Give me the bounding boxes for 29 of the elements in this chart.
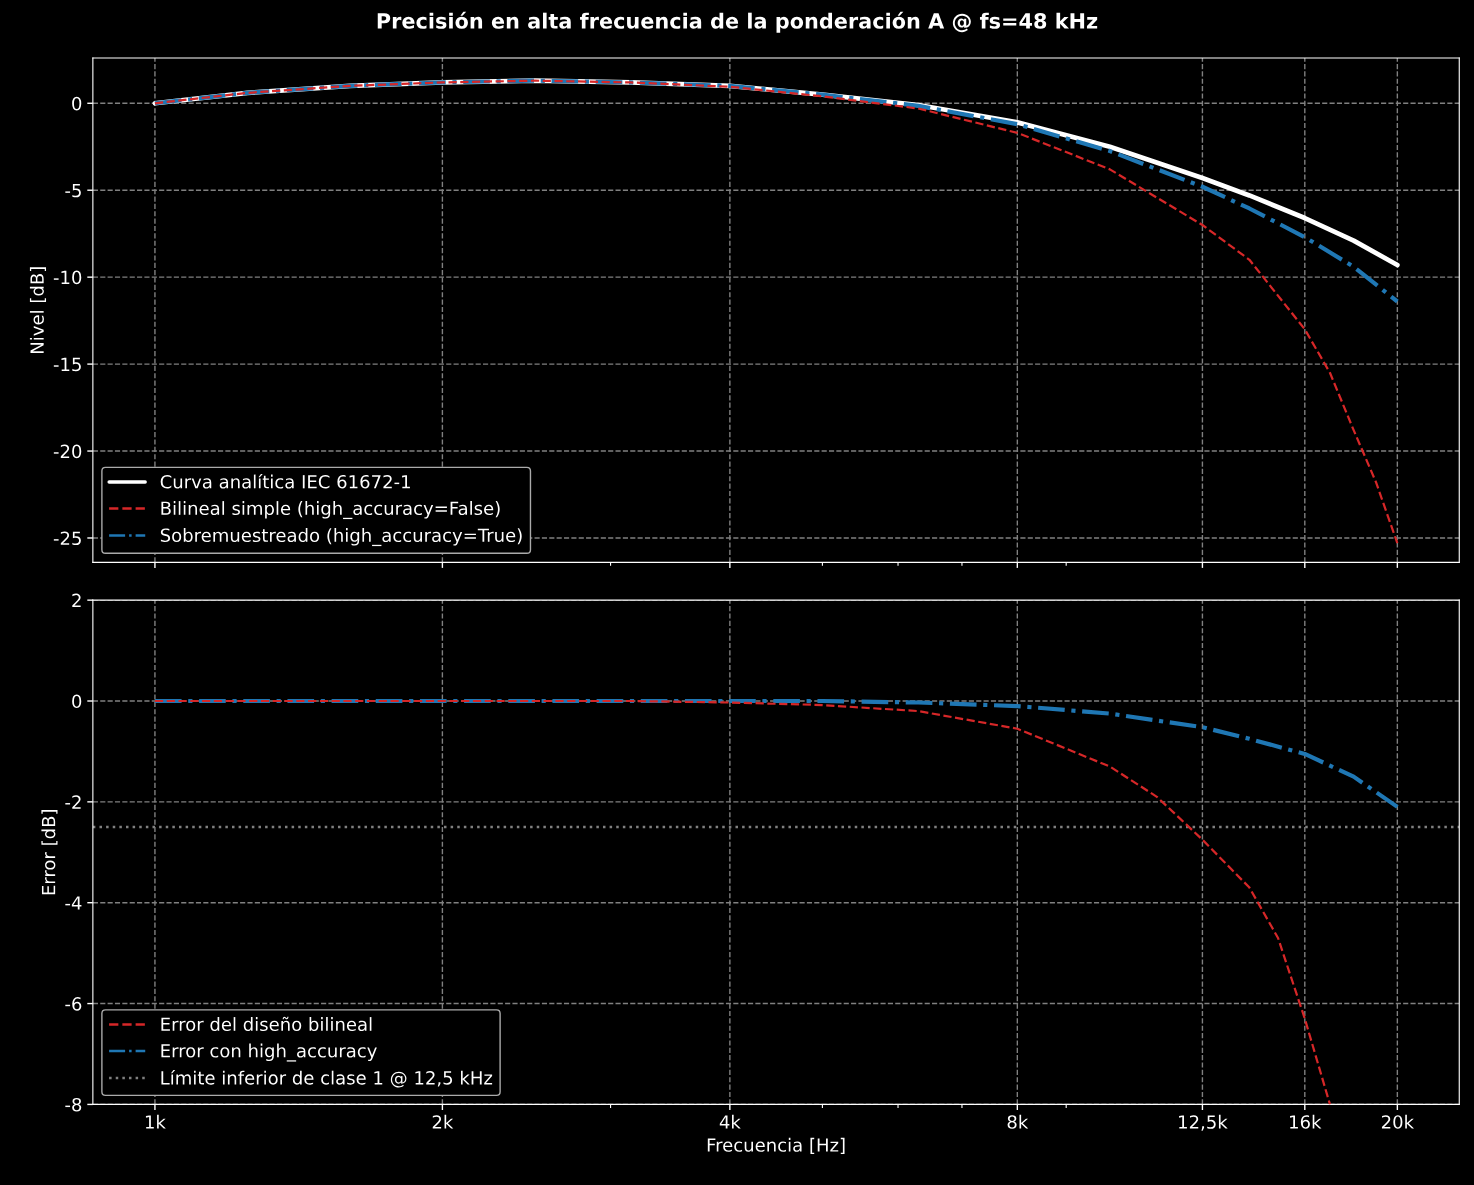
y-tick-label: -5 [65, 183, 81, 198]
legend-label: Límite inferior de clase 1 @ 12,5 kHz [161, 1069, 493, 1088]
y-tick-label: -2 [65, 795, 81, 809]
y-axis-title: Error [dB] [41, 810, 58, 895]
x-tick-label: 1k [145, 1114, 166, 1129]
y-tick-label: 0 [72, 694, 82, 709]
y-tick-label: -6 [65, 997, 82, 1011]
legend-label: Bilineal simple (high_accuracy=False) [161, 501, 500, 520]
x-tick-label: 4k [719, 1114, 741, 1129]
legend-label: Sobremuestreado (high_accuracy=True) [160, 528, 522, 547]
y-tick-label: -8 [65, 1097, 82, 1112]
x-tick-label: 2k [432, 1114, 454, 1129]
y-tick-label: 0 [72, 96, 82, 111]
x-tick-label: 8k [1007, 1114, 1029, 1129]
legend-label: Curva analítica IEC 61672-1 [160, 473, 410, 489]
chart-title: Precisión en alta frecuencia de la ponderación A @ fs=48 kHz [377, 11, 1098, 33]
y-tick-label: -4 [65, 896, 82, 910]
x-axis-title: Frecuencia [Hz] [707, 1137, 845, 1154]
y-tick-label: -10 [53, 270, 82, 285]
x-tick-label: 20k [1381, 1114, 1415, 1129]
x-tick-label: 12,5k [1179, 1114, 1228, 1131]
y-tick-label: 2 [72, 593, 81, 608]
y-tick-label: -15 [53, 357, 81, 372]
y-tick-label: -25 [53, 531, 81, 546]
x-tick-label: 16k [1290, 1114, 1322, 1129]
y-tick-label: -20 [53, 444, 82, 459]
legend-label: Error del diseño bilineal [161, 1016, 372, 1032]
legend-label: Error con high_accuracy [161, 1043, 377, 1062]
y-axis-title: Nivel [dB] [29, 267, 47, 353]
